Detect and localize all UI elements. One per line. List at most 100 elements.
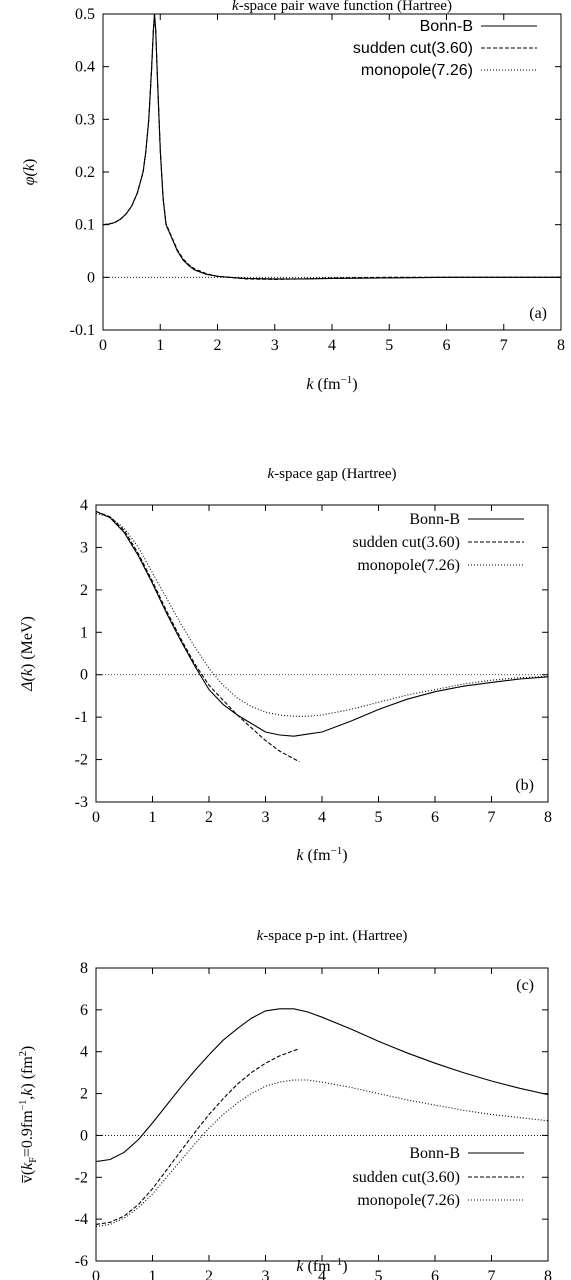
y-tick-label: 0.4 [75, 59, 95, 76]
x-tick-label: 1 [149, 809, 157, 826]
y-tick-label: -6 [75, 1253, 88, 1270]
chart-title-rest: -space p-p int. (Hartree) [263, 928, 407, 944]
x-tick-label: 1 [149, 1268, 157, 1280]
series-line-dashed [102, 13, 561, 280]
x-tick-label: 7 [488, 809, 496, 826]
legend-label: sudden cut(3.60) [352, 534, 460, 551]
y-tick-label: 2 [80, 1086, 88, 1103]
y-tick-label: -4 [75, 1211, 88, 1228]
x-axis-label-var: k [306, 376, 314, 393]
x-axis-label-unit: (fm [303, 847, 331, 864]
y-tick-label: 1 [80, 624, 88, 641]
x-tick-label: 0 [92, 809, 100, 826]
y-tick-label: 0 [87, 269, 95, 286]
x-axis-label: k (fm−1) [296, 845, 347, 864]
x-axis-label-exp: −1 [341, 374, 353, 386]
x-tick-label: 8 [544, 1268, 552, 1280]
x-tick-label: 3 [262, 809, 270, 826]
plot-frame [95, 967, 549, 1262]
y-axis-label: φ(k) [21, 159, 38, 186]
x-tick-label: 5 [375, 809, 383, 826]
series-line-dotted [95, 1079, 549, 1228]
y-axis-label-a: Δ( [19, 674, 36, 691]
series-line-dashed [95, 1048, 300, 1225]
x-tick-label: 4 [318, 809, 326, 826]
x-tick-label: 6 [431, 1268, 439, 1280]
y-axis-label: Δ(k) (MeV) [19, 616, 36, 692]
legend: Bonn-B sudden cut(3.60) monopole(7.26) [352, 511, 524, 574]
x-tick-label: 6 [431, 809, 439, 826]
x-tick-label: 4 [318, 1268, 326, 1280]
x-axis-label: k (fm−1) [296, 1256, 347, 1275]
x-axis-label-close: ) [342, 1258, 347, 1275]
x-axis-label-close: ) [352, 376, 357, 393]
plot-frame [95, 504, 549, 803]
y-tick-label: 0.1 [75, 217, 95, 234]
y-axis-label-b: k [19, 1162, 36, 1170]
y-axis-label-e: k [19, 1088, 36, 1096]
chart-panel-c: k-space p-p int. (Hartree) 0 1 2 3 4 5 6 7 8 -6 -4 -… [18, 928, 552, 1280]
chart-title-rest: -space gap (Hartree) [274, 466, 396, 482]
chart-title-italic: k [232, 0, 239, 14]
chart-panel-b: k-space gap (Hartree)0 1 2 3 4 5 6 7 8-3-2-10123… [19, 466, 552, 864]
y-axis-label-a: v̅( [19, 1170, 36, 1184]
x-tick-label: 2 [205, 1268, 213, 1280]
chart-panel-a: k-space pair wave function (Hartree)0 1 2 3… [21, 0, 565, 393]
x-axis-label-unit: (fm [313, 376, 341, 393]
series-line-solid [95, 1008, 549, 1163]
legend-label: sudden cut(3.60) [352, 1169, 460, 1186]
y-axis-label-g: ) [19, 1046, 36, 1051]
series-line-dashed [95, 510, 300, 763]
x-tick-label: 1 [156, 337, 164, 354]
series-line-dotted [102, 13, 561, 280]
y-tick-label: 0.2 [75, 164, 95, 181]
x-tick-label: 8 [557, 337, 565, 354]
x-tick-label: 2 [205, 809, 213, 826]
chart-title-italic: k [267, 466, 274, 482]
y-tick-label: 4 [80, 1044, 88, 1061]
y-axis-label-a: φ( [21, 169, 38, 185]
y-tick-label: 0.3 [75, 111, 95, 128]
panel-label: (b) [515, 777, 534, 794]
y-tick-label: 0 [80, 667, 88, 684]
x-axis-label: k (fm−1) [306, 374, 357, 393]
y-axis-label-b: k [19, 668, 36, 676]
legend-label: monopole(7.26) [357, 557, 460, 574]
y-axis-label: v̅(kF=0.9fm−1,k) (fm2) [18, 1046, 39, 1184]
y-axis-label-c: ) [21, 159, 38, 164]
y-tick-label: -3 [75, 794, 88, 811]
x-axis-label-unit: (fm [303, 1258, 331, 1275]
y-tick-label: 4 [80, 497, 88, 514]
series-line-solid [102, 13, 561, 280]
x-tick-label: 0 [92, 1268, 100, 1280]
series-line-dotted [95, 512, 549, 717]
x-tick-label: 3 [262, 1268, 270, 1280]
y-axis-label-sub: F [28, 1157, 39, 1163]
panel-label: (c) [516, 977, 534, 994]
y-axis-label-f: ) (fm [19, 1056, 36, 1089]
legend-label: Bonn-B [409, 511, 460, 528]
x-axis-label-close: ) [342, 847, 347, 864]
y-tick-label: -0.1 [70, 322, 95, 339]
y-tick-label: 8 [80, 960, 88, 977]
legend: Bonn-B sudden cut(3.60) monopole(7.26) [353, 18, 537, 79]
x-tick-label: 7 [488, 1268, 496, 1280]
y-tick-label: -1 [75, 709, 88, 726]
chart-title: k-space pair wave function (Hartree) [232, 0, 452, 14]
y-axis-label-exp2: 2 [18, 1051, 29, 1056]
y-axis-label-exp1: −1 [18, 1100, 29, 1111]
x-axis-label-exp: −1 [331, 845, 343, 857]
y-tick-label: 6 [80, 1002, 88, 1019]
y-tick-label: 0.5 [75, 6, 95, 23]
plot-frame [102, 13, 562, 331]
x-axis-label-exp: −1 [331, 1256, 343, 1268]
legend-label: sudden cut(3.60) [353, 40, 473, 57]
x-tick-label: 4 [328, 337, 336, 354]
panel-label: (a) [529, 305, 547, 322]
x-tick-label: 6 [443, 337, 451, 354]
y-tick-label: -2 [75, 752, 88, 769]
legend: Bonn-B sudden cut(3.60) monopole(7.26) [352, 1145, 524, 1209]
chart-title: k-space p-p int. (Hartree) [257, 928, 408, 944]
x-tick-label: 5 [375, 1268, 383, 1280]
